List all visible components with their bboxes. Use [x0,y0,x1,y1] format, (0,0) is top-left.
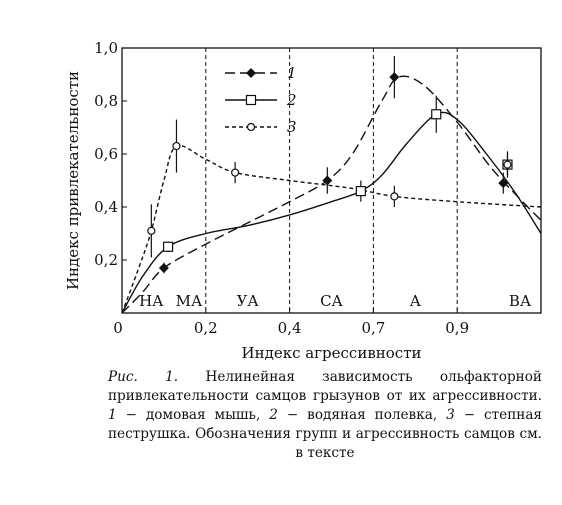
series-3-point [172,141,181,151]
series-2-point [355,186,366,197]
series-markers [147,55,513,274]
group-label: А [410,292,422,310]
group-dividers [205,48,458,313]
axis-ticks: 0 0,2 0,4 0,7 0,9 0,2 0,4 0,6 0,8 1,0 НА МА УА СА А ВА [94,39,532,337]
series-2-line [121,111,542,314]
x-tick-label: 0 [113,319,123,337]
caption-number-2: 2 [269,407,278,423]
axis-labels: Индекс агрессивности Индекс привлекательн… [64,71,422,362]
series-2-point [431,109,442,120]
series-1-point [389,72,400,83]
y-tick-label: 0,2 [94,251,118,269]
caption-number-1: 1 [108,407,117,423]
series-3-point [390,192,399,201]
series-3-point [147,226,156,235]
series-1-line [121,75,542,314]
chart: 0 0,2 0,4 0,7 0,90,20,40,60,81,0НА МА УА СА А ВА … [64,39,542,362]
x-tick-label: 0,9 [445,319,469,337]
series-1-point [322,175,333,186]
group-label: НА [139,292,164,310]
x-tick-label: 0,4 [278,319,302,337]
series-2-point [162,241,174,252]
y-tick-label: 0,8 [94,92,118,110]
caption-species-2: − водяная полевка, [277,407,447,423]
y-tick-label: 0,4 [94,198,118,216]
group-label: УА [237,292,260,310]
legend-label-3: 3 [287,118,297,136]
series-1-point [158,262,169,273]
y-tick-label: 1,0 [94,39,118,57]
series-3-line [121,144,542,314]
x-tick-label: 0,7 [361,319,385,337]
series-curves [121,75,542,314]
group-label: СА [320,292,343,310]
caption-number-3: 3 [446,407,455,423]
caption-species-1: − домовая мышь, [116,407,270,423]
caption-text: Нелинейная зависимость ольфакторной прив… [108,369,542,404]
y-tick-label: 0,6 [94,145,118,163]
figure-label: Рис. 1. [108,369,179,385]
series-1-point [498,178,509,189]
caption-species-3: − степная пеструшка. Обозначения групп и… [108,407,543,461]
legend-marker-1 [246,68,256,78]
legend-label-1: 1 [287,64,297,82]
plot-border [121,47,542,314]
series-3-point [503,160,512,169]
group-label: ВА [509,292,532,310]
y-axis-title: Индекс привлекательности [64,71,82,290]
legend-marker-2 [245,94,257,106]
x-axis-title: Индекс агрессивности [242,344,422,362]
group-label: МА [176,292,203,310]
figure-caption: Рис. 1. Нелинейная зависимость ольфактор… [108,368,542,463]
series-3-point [231,168,240,177]
x-tick-label: 0,2 [194,319,218,337]
plot-frame [121,47,542,314]
legend-marker-3 [246,122,256,132]
legend: 1 2 3 [225,64,297,136]
legend-label-2: 2 [286,91,297,109]
